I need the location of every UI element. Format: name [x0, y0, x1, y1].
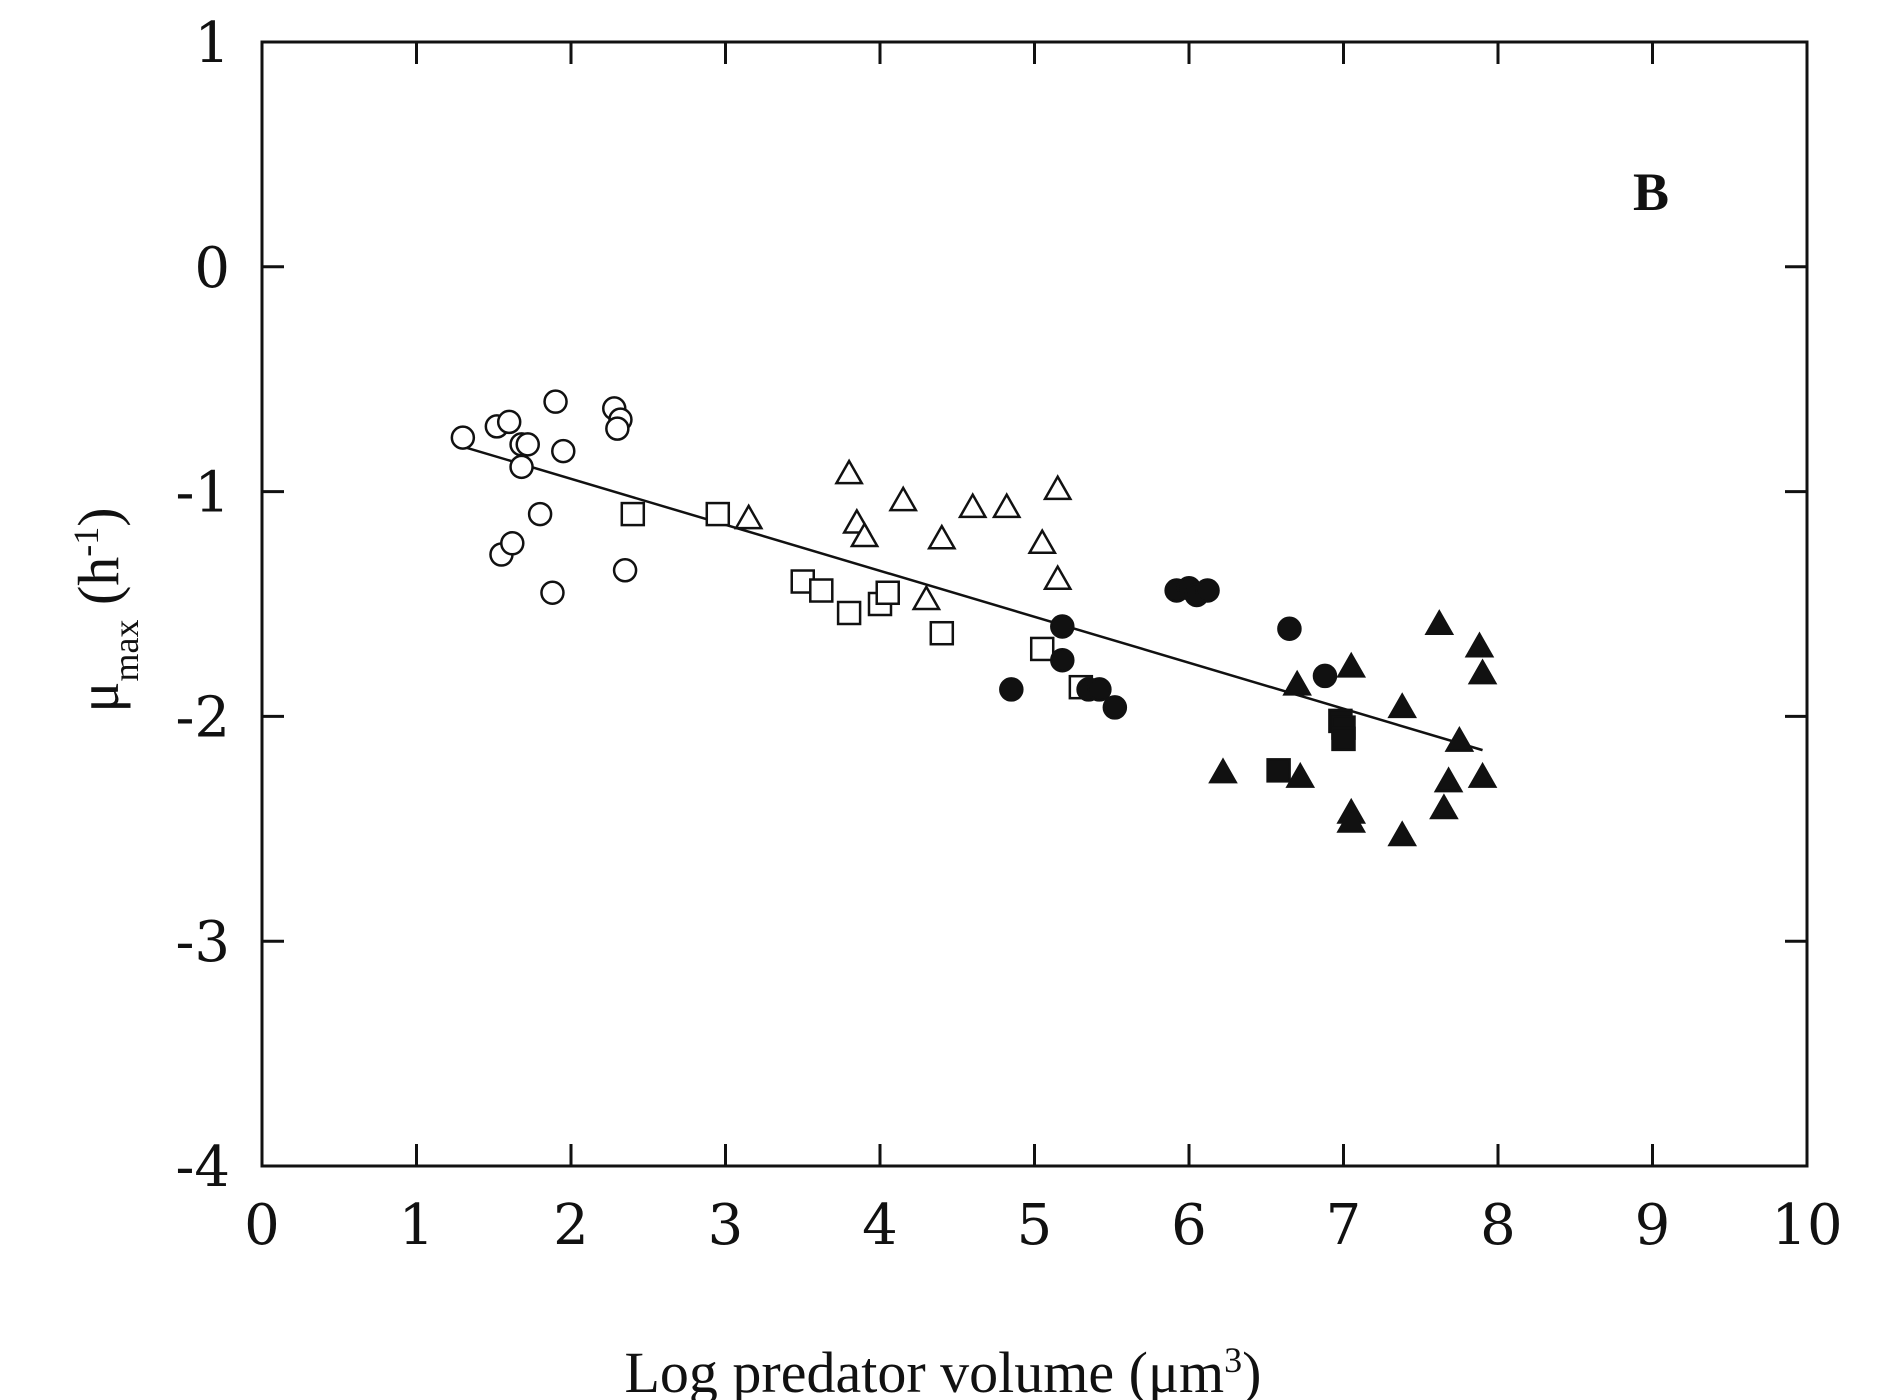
filled-circle-point: [1195, 578, 1220, 603]
y-axis-title-sup: -1: [66, 527, 106, 557]
open-triangle-point: [1027, 528, 1058, 555]
open-triangle-point: [1042, 564, 1073, 591]
open-triangle-point: [888, 485, 918, 512]
filled-triangle-point: [1282, 669, 1312, 696]
open-circle-point: [496, 409, 522, 435]
y-axis-title-end: ): [66, 507, 131, 526]
open-square-point: [836, 600, 862, 626]
open-square-point: [809, 578, 834, 603]
filled-circle-point: [1050, 647, 1075, 673]
filled-triangle-point: [1464, 631, 1495, 658]
open-square-point: [705, 501, 731, 527]
x-tick-label: 0: [244, 1193, 280, 1258]
filled-triangle-point: [1387, 820, 1418, 847]
open-triangle-point: [849, 521, 880, 548]
regression-line: [462, 445, 1483, 752]
filled-square-point: [1266, 758, 1291, 783]
open-square-point: [929, 620, 955, 646]
open-square-point: [1029, 636, 1055, 662]
x-tick-label: 5: [1017, 1193, 1053, 1258]
filled-triangle-point: [1444, 725, 1475, 752]
open-circle-point: [540, 580, 565, 606]
x-tick-label: 7: [1326, 1193, 1362, 1258]
filled-triangle-point: [1336, 651, 1367, 678]
open-triangle-point: [926, 523, 957, 550]
x-tick-label: 2: [553, 1193, 589, 1258]
x-tick-label: 10: [1771, 1193, 1842, 1258]
open-triangle-point: [733, 503, 764, 530]
open-circle-point: [612, 558, 638, 583]
x-tick-label: 9: [1635, 1193, 1671, 1258]
x-tick-label: 8: [1480, 1193, 1516, 1258]
filled-circle-point: [1102, 695, 1128, 720]
filled-triangle-point: [1433, 766, 1464, 793]
x-axis-title-sup: 3: [1224, 1340, 1242, 1380]
filled-circle-point: [1277, 616, 1302, 641]
y-axis-title-mid: (h: [66, 557, 131, 620]
y-tick-label: -1: [175, 461, 230, 526]
filled-circle-point: [999, 677, 1024, 702]
x-tick-label: 1: [399, 1193, 435, 1258]
filled-circle-point: [1312, 663, 1338, 689]
filled-triangle-point: [1208, 757, 1238, 784]
open-circle-point: [551, 438, 576, 464]
panel-label: B: [1633, 162, 1669, 222]
open-circle-point: [509, 454, 534, 480]
open-triangle-point: [1042, 474, 1073, 501]
filled-triangle-point: [1336, 806, 1367, 833]
filled-triangle-point: [1285, 761, 1316, 788]
x-axis-title: Log predator volume (μm3): [625, 1340, 1262, 1400]
axis-ticks: [260, 40, 1809, 1168]
open-triangle-point: [834, 458, 864, 485]
filled-circle-point: [1050, 614, 1075, 639]
y-tick-label: -4: [175, 1135, 230, 1200]
filled-triangle-point: [1467, 761, 1498, 788]
open-circle-point: [500, 531, 525, 556]
open-circle-point: [605, 416, 630, 441]
open-circle-point: [543, 389, 568, 414]
y-axis-title-mu: μ: [66, 682, 131, 713]
x-tick-label: 4: [862, 1193, 898, 1258]
y-axis-title: μmax (h-1): [66, 507, 146, 712]
filled-triangle-point: [1467, 658, 1498, 685]
open-triangle-point: [911, 584, 942, 611]
x-tick-label: 6: [1171, 1193, 1207, 1258]
open-circle-point: [527, 501, 553, 527]
open-square-point: [620, 501, 646, 527]
plot-frame: [260, 40, 1809, 1168]
y-tick-label: -3: [175, 910, 230, 975]
filled-circle-point: [1087, 677, 1112, 702]
y-tick-label: 1: [194, 11, 230, 76]
y-tick-label: 0: [194, 236, 230, 301]
filled-triangle-point: [1424, 609, 1455, 635]
y-axis-title-sub: max: [106, 620, 146, 682]
open-triangle-point: [991, 492, 1022, 519]
y-tick-labels: 1 0 -1 -2 -3 -4: [175, 11, 230, 1200]
filled-square-point: [1331, 726, 1356, 752]
filled-triangle-point: [1429, 793, 1459, 820]
open-square-point: [875, 580, 900, 606]
open-circle-point: [515, 432, 540, 457]
data-points: [450, 389, 1498, 847]
open-circle-point: [450, 425, 476, 450]
x-tick-labels: 0 1 2 3 4 5 6 7 8 9 10: [244, 1193, 1842, 1258]
x-tick-label: 3: [708, 1193, 744, 1258]
y-tick-label: -2: [175, 685, 230, 750]
x-axis-title-end: ): [1242, 1340, 1261, 1400]
open-triangle-point: [957, 492, 988, 519]
x-axis-title-main: Log predator volume (μm: [625, 1340, 1225, 1400]
filled-triangle-point: [1387, 692, 1418, 719]
